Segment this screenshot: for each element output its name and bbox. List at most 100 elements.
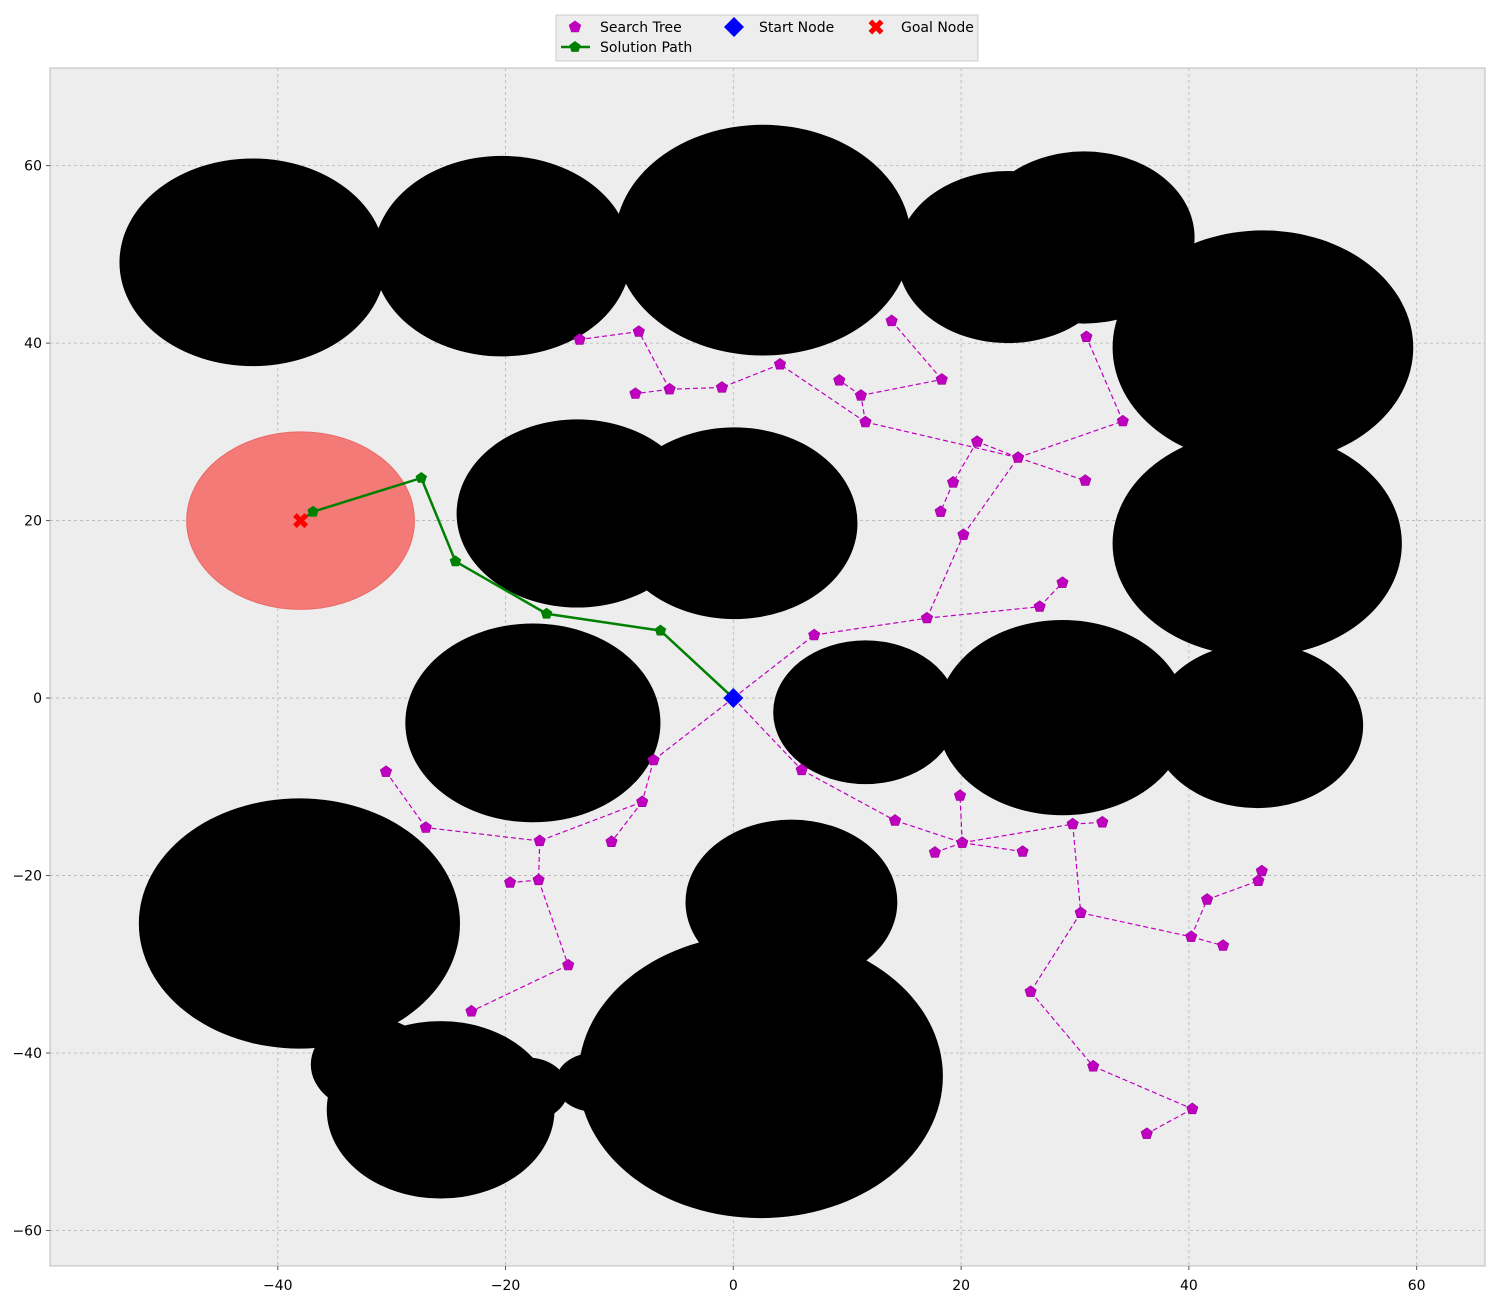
obstacle-circle	[973, 151, 1195, 324]
search-tree-edge	[538, 879, 569, 966]
start-goal-markers	[293, 513, 744, 709]
search-tree-node	[1201, 893, 1214, 905]
search-tree-edge	[721, 363, 781, 389]
obstacle-circle	[486, 1057, 569, 1122]
search-tree-edge	[610, 801, 643, 843]
obstacle-circle	[1112, 230, 1414, 465]
solution-path-node	[654, 624, 667, 636]
solution-path-layer	[299, 472, 735, 699]
y-tick-label: −20	[12, 869, 42, 885]
search-tree-edge	[635, 388, 670, 395]
search-tree-node	[957, 528, 970, 540]
search-tree-node	[636, 795, 649, 808]
obstacle-circle	[326, 1021, 555, 1199]
search-tree-node	[1016, 845, 1029, 857]
search-tree-edge	[962, 842, 1023, 853]
solution-path-node	[415, 472, 427, 483]
search-tree-edge	[926, 606, 1040, 619]
y-tick-label: −60	[12, 1224, 42, 1240]
x-axis-ticks: −40 −20 0 20 40 60	[263, 1266, 1426, 1294]
search-tree-edge	[1190, 899, 1208, 938]
search-tree-node	[504, 876, 517, 888]
search-tree-node	[1033, 600, 1046, 612]
search-tree-node	[663, 382, 676, 395]
search-tree-edge	[1080, 912, 1192, 938]
search-tree-node	[629, 387, 642, 399]
legend-box	[555, 14, 979, 62]
search-tree-node	[888, 814, 902, 826]
y-axis-ticks: −60 −40 −20 0 20 40 60	[12, 159, 50, 1240]
search-tree-node	[465, 1004, 478, 1017]
obstacle-circle	[405, 623, 661, 823]
search-tree-edge	[801, 769, 896, 822]
search-tree-edge	[894, 819, 963, 844]
search-tree-edge	[865, 421, 1019, 459]
search-tree-node	[1079, 474, 1092, 486]
legend-marker-goal-node	[868, 19, 884, 35]
x-tick-label: 0	[729, 1278, 738, 1294]
search-tree-node	[935, 373, 948, 385]
legend-marker-solution-path	[569, 41, 581, 52]
search-tree-edge	[1017, 420, 1124, 459]
goal-node-marker	[293, 513, 309, 529]
search-tree-node	[1080, 330, 1093, 343]
search-tree-node	[854, 389, 867, 401]
search-tree-node	[632, 325, 645, 337]
search-tree-node	[1255, 864, 1268, 877]
solution-path-node	[449, 555, 462, 567]
search-tree-edge	[539, 801, 643, 842]
y-tick-label: 40	[24, 336, 42, 352]
search-tree-node	[928, 846, 941, 858]
obstacle-circle	[138, 798, 461, 1049]
search-tree-node	[1066, 817, 1079, 830]
search-tree-node	[1186, 1102, 1199, 1115]
obstacles	[119, 124, 1414, 1219]
search-tree-edge	[579, 330, 639, 341]
x-tick-label: 60	[1408, 1278, 1426, 1294]
x-tick-label: 20	[952, 1278, 970, 1294]
search-tree-edge	[732, 697, 803, 771]
search-tree-edge	[1017, 457, 1086, 482]
search-tree-edge	[891, 320, 943, 380]
search-tree-edge	[976, 441, 1019, 459]
legend: Search Tree Solution Path Start Node Goa…	[555, 14, 979, 62]
solution-path-node	[307, 505, 319, 517]
search-tree-node	[379, 765, 393, 777]
search-tree-edge	[1085, 336, 1124, 422]
search-tree-node	[532, 873, 545, 886]
search-tree-node	[1024, 985, 1037, 997]
legend-label-start-node: Start Node	[759, 20, 834, 36]
obstacle-circle	[773, 640, 958, 785]
search-tree-node	[715, 381, 729, 393]
goal-node-marker-bar	[293, 513, 309, 529]
search-tree-edge	[425, 827, 540, 842]
legend-label-solution-path: Solution Path	[600, 40, 692, 56]
search-tree-node	[859, 415, 872, 428]
search-tree-node	[808, 628, 821, 641]
obstacle-circle	[555, 1053, 631, 1112]
search-tree-node	[795, 763, 808, 776]
legend-label-search-tree: Search Tree	[600, 20, 682, 36]
search-tree-edge	[669, 386, 722, 390]
search-tree-node	[605, 835, 618, 848]
x-tick-label: −20	[491, 1278, 521, 1294]
search-tree-edge	[779, 363, 866, 423]
search-tree-node	[1096, 815, 1109, 828]
search-tree-node	[773, 358, 787, 370]
obstacle-circle	[373, 155, 631, 357]
search-tree-edge	[814, 617, 928, 636]
search-tree-edge	[1072, 824, 1082, 913]
search-tree-node	[1252, 874, 1265, 887]
search-tree-nodes	[379, 314, 1268, 1139]
search-tree-node	[1056, 576, 1069, 588]
obstacle-circle	[578, 934, 943, 1219]
obstacle-circle	[119, 158, 386, 367]
search-tree-edge	[653, 697, 734, 761]
search-tree-edge	[471, 964, 569, 1012]
y-tick-label: 20	[24, 514, 42, 530]
axes-frame	[49, 67, 1486, 1267]
legend-marker-start-node	[724, 17, 744, 37]
search-tree-edge	[926, 534, 964, 619]
obstacle-circle	[1112, 430, 1402, 657]
